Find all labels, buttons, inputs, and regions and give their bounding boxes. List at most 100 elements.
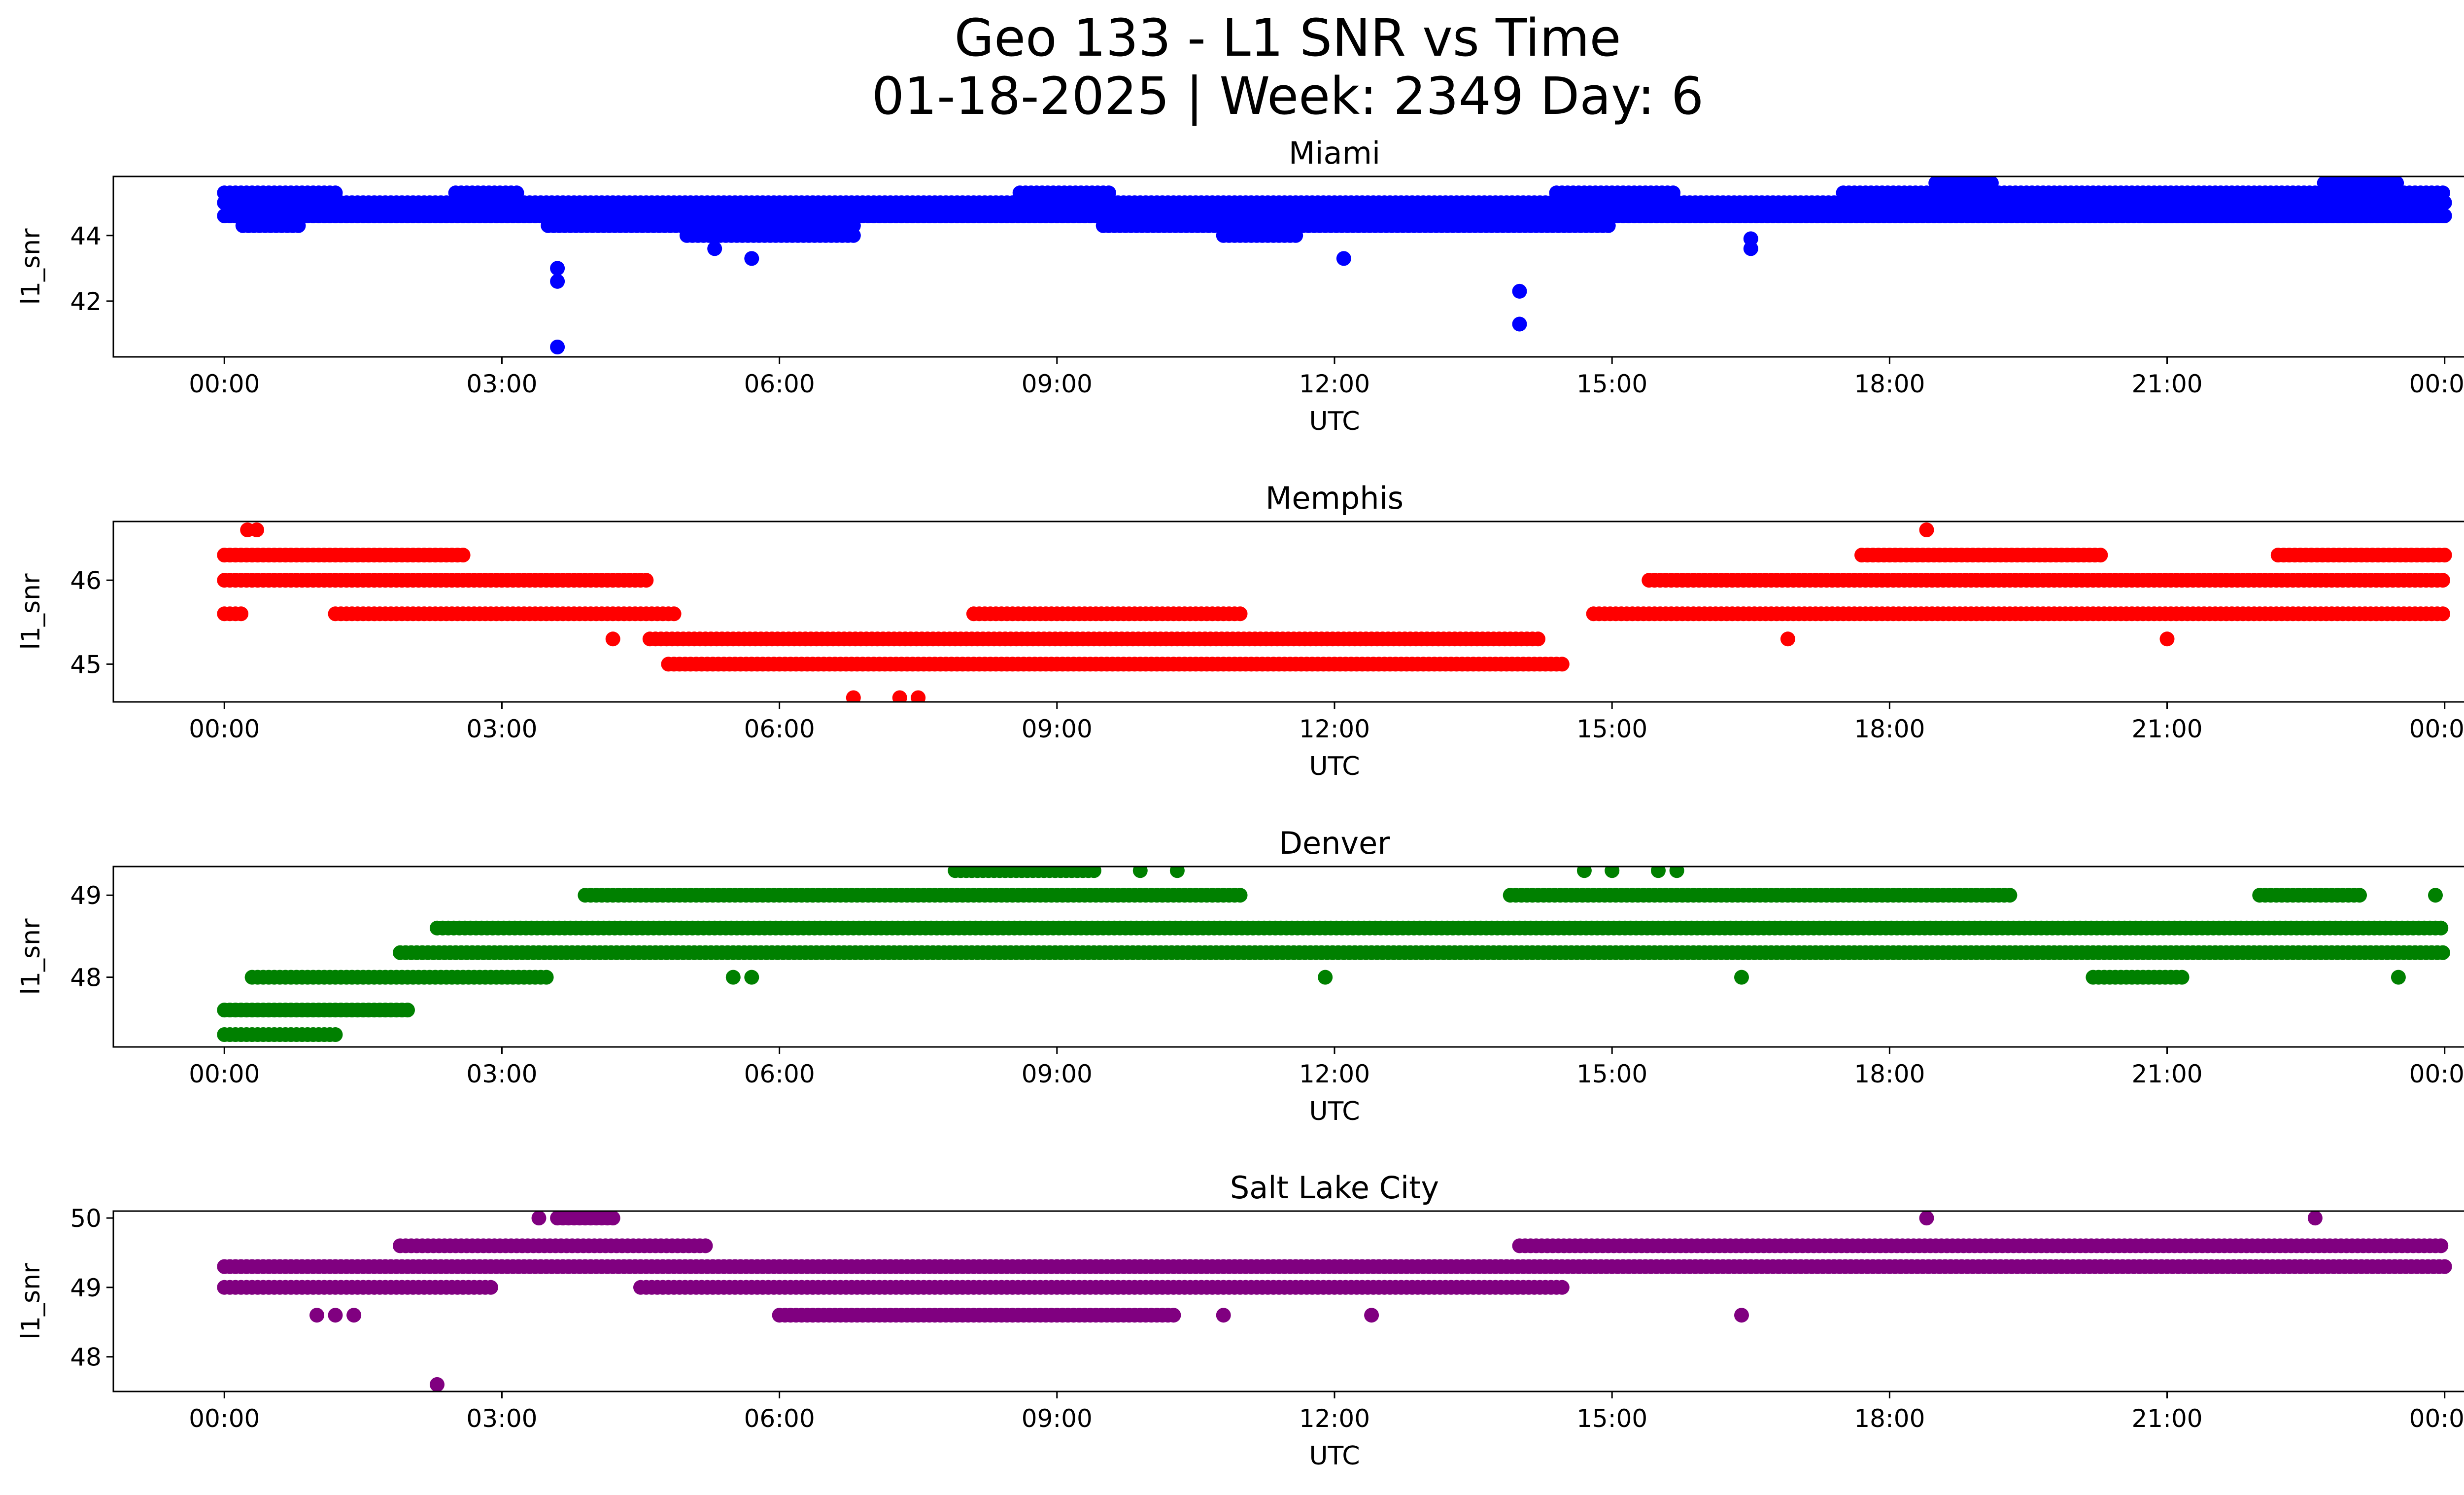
y-axis-label: l1_snr xyxy=(16,1263,46,1340)
data-point xyxy=(1734,970,1749,985)
x-axis-label: UTC xyxy=(1309,752,1360,781)
data-point xyxy=(1318,970,1333,985)
data-point xyxy=(605,631,620,647)
y-tick-label: 48 xyxy=(70,1343,102,1372)
panel-denver: 48 49 00:00 03:00 06:00 09:00 12:00 15:00 18:00 2… xyxy=(16,825,2464,1126)
data-point xyxy=(2159,631,2175,647)
y-tick-label: 49 xyxy=(70,881,102,910)
x-tick-label: 21:00 xyxy=(2131,715,2202,743)
data-point xyxy=(1288,228,1303,243)
data-point xyxy=(328,185,343,201)
data-point xyxy=(1666,185,1681,201)
data-point xyxy=(1743,231,1758,246)
x-tick-label: 15:00 xyxy=(1576,1060,1647,1088)
data-point xyxy=(2093,548,2108,563)
data-point xyxy=(1364,1308,1379,1323)
x-tick-label: 06:00 xyxy=(744,1404,815,1433)
figure-title-line1: Geo 133 - L1 SNR vs Time xyxy=(954,8,1621,68)
x-tick-label: 03:00 xyxy=(466,1404,537,1433)
y-axis-label: l1_snr xyxy=(16,228,46,305)
data-point xyxy=(550,261,565,276)
x-tick-label: 00:00 xyxy=(2409,715,2464,743)
x-tick-label: 09:00 xyxy=(1022,1404,1093,1433)
data-point xyxy=(291,218,306,233)
data-point xyxy=(2433,1238,2449,1253)
data-point xyxy=(1919,522,1934,537)
x-tick-label: 15:00 xyxy=(1576,370,1647,398)
x-tick-label: 18:00 xyxy=(1854,715,1925,743)
data-point xyxy=(2435,185,2450,201)
x-tick-label: 06:00 xyxy=(744,715,815,743)
data-point xyxy=(1086,867,1101,878)
data-point xyxy=(1554,1280,1570,1295)
data-point xyxy=(1605,867,1620,878)
y-tick-label: 45 xyxy=(70,650,102,679)
data-point xyxy=(666,606,682,622)
data-point xyxy=(2435,208,2450,223)
y-tick-label: 44 xyxy=(70,222,102,250)
data-point xyxy=(1216,1308,1231,1323)
data-point xyxy=(1734,1308,1749,1323)
data-point xyxy=(605,1211,620,1226)
panel-title: Salt Lake City xyxy=(1230,1170,1439,1206)
data-point xyxy=(550,340,565,354)
x-tick-label: 12:00 xyxy=(1299,1404,1370,1433)
panel-title: Denver xyxy=(1279,825,1390,861)
data-point xyxy=(483,1280,498,1295)
x-tick-label: 12:00 xyxy=(1299,370,1370,398)
data-point xyxy=(2435,945,2450,960)
data-point xyxy=(2435,606,2450,622)
data-point xyxy=(846,218,861,233)
panel-miami: 42 44 00:00 03:00 06:00 09:00 12:00 15:00 18:00 2… xyxy=(16,135,2464,436)
series-markers xyxy=(217,1211,2452,1391)
data-point xyxy=(2389,176,2404,191)
data-point xyxy=(1601,218,1616,233)
y-tick-label: 46 xyxy=(70,566,102,595)
data-point xyxy=(1232,606,1248,622)
x-tick-label: 00:00 xyxy=(189,1060,260,1088)
y-axis-label: l1_snr xyxy=(16,918,46,995)
data-point xyxy=(725,970,741,985)
data-point xyxy=(1984,176,1999,191)
panel-title: Miami xyxy=(1289,135,1380,171)
data-point xyxy=(531,1211,547,1226)
data-point xyxy=(744,970,759,985)
data-point xyxy=(1101,185,1116,201)
series-markers xyxy=(217,522,2452,702)
x-tick-label: 21:00 xyxy=(2131,370,2202,398)
x-tick-label: 03:00 xyxy=(466,1060,537,1088)
data-point xyxy=(2428,888,2443,903)
data-point xyxy=(1531,631,1545,647)
x-tick-label: 00:00 xyxy=(189,370,260,398)
x-axis-label: UTC xyxy=(1309,1097,1360,1126)
x-tick-label: 18:00 xyxy=(1854,370,1925,398)
data-point xyxy=(1651,867,1666,878)
data-point xyxy=(1576,867,1592,878)
axes-frame xyxy=(112,1210,2464,1392)
data-point xyxy=(2437,548,2452,563)
x-tick-label: 00:00 xyxy=(2409,1060,2464,1088)
x-tick-label: 21:00 xyxy=(2131,1404,2202,1433)
x-tick-label: 15:00 xyxy=(1576,1404,1647,1433)
data-point xyxy=(346,1308,362,1323)
data-point xyxy=(309,1308,324,1323)
data-point xyxy=(1669,867,1684,878)
data-point xyxy=(2307,1211,2323,1226)
data-point xyxy=(1554,657,1570,672)
y-tick-label: 49 xyxy=(70,1274,102,1302)
x-tick-label: 03:00 xyxy=(466,715,537,743)
y-tick-label: 50 xyxy=(70,1204,102,1233)
data-point xyxy=(639,573,654,588)
data-point xyxy=(1336,251,1351,266)
x-axis-label: UTC xyxy=(1309,407,1360,436)
data-point xyxy=(430,1377,445,1391)
data-point xyxy=(892,690,907,702)
data-point xyxy=(328,1308,343,1323)
x-tick-label: 06:00 xyxy=(744,1060,815,1088)
data-point xyxy=(698,1238,713,1253)
x-tick-label: 06:00 xyxy=(744,370,815,398)
x-tick-label: 03:00 xyxy=(466,370,537,398)
panel-memphis: 45 46 00:00 03:00 06:00 09:00 12:00 15:00 18:00 2… xyxy=(16,480,2464,781)
x-tick-label: 00:00 xyxy=(189,1404,260,1433)
